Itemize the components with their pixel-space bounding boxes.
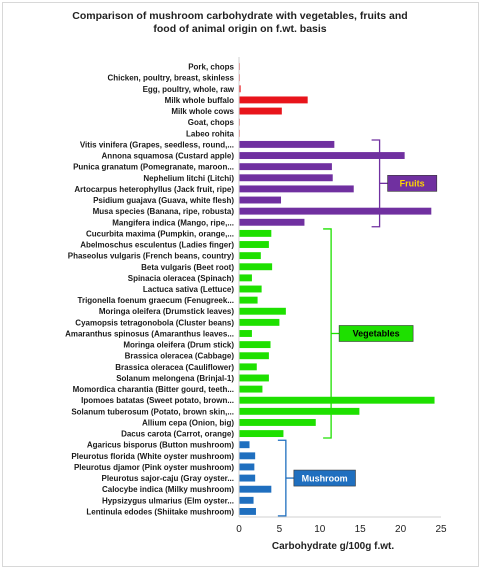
group-label-box — [387, 175, 438, 192]
bar — [239, 163, 332, 171]
bar — [239, 285, 262, 293]
category-label: Pork, chops — [188, 63, 234, 72]
x-tick-label: 10 — [314, 524, 326, 535]
category-label: Cyamopsis tetragonobola (Cluster beans) — [75, 318, 234, 327]
bar — [239, 185, 354, 193]
category-label: Solanum tuberosum (Potato, brown skin,..… — [71, 407, 234, 416]
bar — [239, 252, 261, 260]
bar — [239, 396, 435, 404]
bar — [239, 352, 269, 360]
category-label: Ipomoes batatas (Sweet potato, brown... — [81, 396, 234, 405]
category-label: Calocybe indica (Milky mushroom) — [102, 485, 234, 494]
x-tick-label: 5 — [277, 524, 283, 535]
bar — [239, 107, 282, 115]
category-label: Brassica oleracea (Cauliflower) — [115, 363, 234, 372]
category-label: Artocarpus heterophyllus (Jack fruit, ri… — [74, 185, 234, 194]
category-label: Musa species (Banana, ripe, robusta) — [93, 207, 235, 216]
group-label-box — [338, 325, 414, 342]
bar — [239, 441, 250, 449]
category-label: Agaricus bisporus (Button mushroom) — [87, 441, 234, 450]
category-label: Dacus carota (Carrot, orange) — [121, 430, 234, 439]
category-label: Goat, chops — [188, 118, 235, 127]
bar — [239, 263, 273, 271]
category-label: Pleurotus sajor-caju (Gray oyster... — [102, 474, 235, 483]
category-label: Hypsizygus ulmarius (Elm oyster... — [102, 496, 234, 505]
group-bracket — [277, 439, 287, 517]
category-label: Lactuca sativa (Lettuce) — [143, 285, 234, 294]
category-label: Cucurbita maxima (Pumpkin, orange,... — [86, 229, 234, 238]
bar — [239, 385, 263, 393]
group-bracket — [323, 228, 332, 439]
bar — [239, 274, 252, 282]
bar — [239, 196, 282, 204]
category-label: Labeo rohita — [186, 129, 235, 138]
bar — [239, 463, 255, 471]
bar — [239, 140, 335, 148]
bar — [239, 241, 269, 248]
bar — [239, 496, 254, 504]
bar — [239, 218, 305, 226]
bar — [239, 330, 252, 337]
category-label: Abelmoschus esculentus (Ladies finger) — [80, 241, 234, 250]
category-label: Pleurotus florida (White oyster mushroom… — [71, 452, 234, 461]
category-label: Milk whole cows — [171, 107, 234, 116]
bar — [239, 430, 284, 438]
category-label: Solanum melongena (Brinjal-1) — [116, 374, 234, 383]
bar — [239, 318, 280, 326]
category-label: Momordica charantia (Bitter gourd, teeth… — [73, 385, 234, 394]
group-label: Mushroom — [302, 473, 348, 483]
category-label: Vitis vinifera (Grapes, seedless, round,… — [80, 140, 234, 149]
bar — [239, 374, 269, 382]
bar — [239, 407, 360, 415]
bar — [239, 363, 257, 371]
category-label: Psidium guajava (Guava, white flesh) — [93, 196, 234, 205]
category-label: Egg, poultry, whole, raw — [143, 85, 235, 94]
category-label: Moringa oleifera (Drum stick) — [123, 341, 234, 350]
category-label: Annona squamosa (Custard apple) — [102, 152, 235, 161]
category-label: Mangifera indica (Mango, ripe,... — [112, 218, 234, 227]
category-label: Nephelium litchi (Litchi) — [143, 174, 234, 183]
bar — [239, 229, 272, 237]
group-label: Fruits — [400, 179, 425, 189]
category-label: Lentinula edodes (Shiitake mushroom) — [86, 507, 234, 516]
x-tick-label: 15 — [355, 524, 367, 535]
bar — [239, 207, 432, 215]
x-tick-label: 25 — [435, 524, 447, 535]
x-axis-title: Carbohydrate g/100g f.wt. — [272, 541, 394, 552]
bar — [239, 485, 272, 493]
group-label: Vegetables — [353, 329, 400, 339]
bar — [239, 507, 256, 515]
x-tick-label: 0 — [236, 524, 242, 535]
bar — [239, 85, 241, 93]
bar — [239, 296, 258, 304]
x-tick-label: 20 — [395, 524, 407, 535]
bar — [239, 419, 316, 426]
bar — [239, 96, 308, 104]
bar — [239, 152, 405, 159]
category-label: Pleurotus djamor (Pink oyster mushroom) — [74, 463, 234, 472]
category-label: Amaranthus spinosus (Amaranthus leaves..… — [65, 329, 234, 338]
category-label: Phaseolus vulgaris (French beans, countr… — [68, 252, 235, 261]
category-label: Chicken, poultry, breast, skinless — [107, 74, 234, 83]
category-label: Allium cepa (Onion, big) — [142, 418, 234, 427]
bar — [239, 341, 271, 349]
category-label: Spinacia oleracea (Spinach) — [128, 274, 235, 283]
chart-title: Comparison of mushroom carbohydrate with… — [72, 10, 408, 35]
bar — [239, 474, 256, 482]
category-label: Milk whole buffalo — [165, 96, 234, 105]
category-label: Moringa oleifera (Drumstick leaves) — [99, 307, 234, 316]
bar — [239, 452, 256, 460]
bar — [239, 307, 286, 315]
category-label: Brassica oleracea (Cabbage) — [125, 352, 235, 361]
category-label: Punica granatum (Pomegranate, maroon... — [73, 163, 234, 172]
category-label: Beta vulgaris (Beet root) — [141, 263, 234, 272]
bar — [239, 174, 333, 182]
chart-frame — [2, 2, 479, 567]
category-label: Trigonella foenum graecum (Fenugreek... — [78, 296, 234, 305]
group-label-box — [293, 469, 356, 487]
